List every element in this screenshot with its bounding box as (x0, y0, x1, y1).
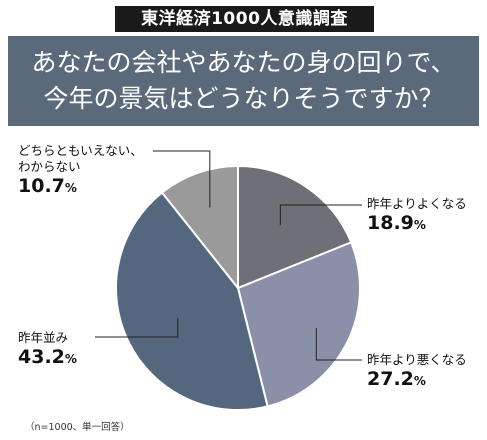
slice-label-worse: 昨年より悪くなる 27.2% (367, 352, 467, 390)
slice-value-same: 43.2 (18, 346, 65, 368)
leader-line-unsure (153, 150, 211, 208)
pie-slice-worse (236, 241, 361, 408)
pie-slice-same (114, 191, 269, 411)
slice-name-worse: 昨年より悪くなる (367, 352, 467, 367)
question-banner: あなたの会社やあなたの身の回りで、 今年の景気はどうなりそうですか？ (8, 36, 479, 126)
leader-line-better (279, 204, 362, 226)
pie-slice-better (237, 164, 353, 290)
pie-slice-unsure (160, 164, 239, 291)
leader-line-same (95, 317, 179, 338)
question-line-2: 今年の景気はどうなりそうですか？ (43, 84, 444, 113)
slice-value-worse: 27.2 (367, 368, 414, 390)
survey-title-tag: 東洋経済1000人意識調査 (115, 6, 374, 32)
slice-name-unsure-line1: どちらともいえない、 (18, 143, 143, 158)
footnote: （n=1000、単一回答） (25, 422, 130, 433)
slice-label-same: 昨年並み 43.2% (18, 330, 77, 368)
slice-label-better: 昨年よりよくなる 18.9% (367, 196, 467, 234)
slice-name-unsure-line2: わからない (18, 159, 81, 174)
leader-line-worse (315, 327, 362, 361)
slice-value-better: 18.9 (367, 212, 414, 234)
slice-value-unsure: 10.7 (18, 175, 65, 197)
slice-label-unsure: どちらともいえない、 わからない 10.7% (18, 143, 143, 197)
question-line-1: あなたの会社やあなたの身の回りで、 (31, 48, 456, 77)
slice-unit-same: % (64, 352, 77, 366)
slice-name-better: 昨年よりよくなる (367, 196, 467, 211)
slice-name-same: 昨年並み (18, 330, 69, 345)
slice-unit-better: % (413, 218, 426, 232)
slice-unit-worse: % (413, 374, 426, 388)
slice-unit-unsure: % (64, 181, 77, 195)
